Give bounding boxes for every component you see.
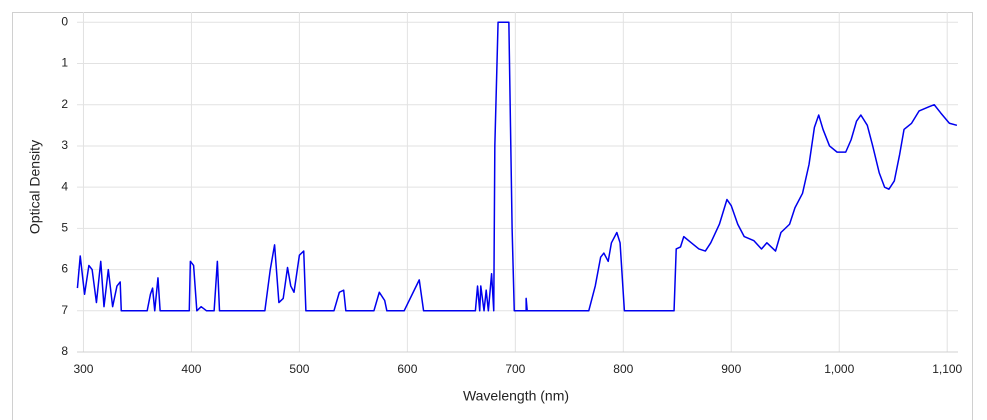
y-tick-label: 6: [61, 262, 68, 276]
y-axis-title: Optical Density: [27, 140, 43, 234]
x-tick-label: 1,000: [824, 362, 854, 376]
y-tick-label: 0: [61, 14, 68, 28]
x-tick-label: 1,100: [932, 362, 962, 376]
x-tick-label: 800: [613, 362, 633, 376]
x-axis-title: Wavelength (nm): [463, 388, 569, 404]
y-tick-label: 5: [61, 221, 68, 235]
y-tick-label: 8: [61, 344, 68, 358]
x-tick-label: 600: [397, 362, 417, 376]
y-tick-label: 7: [61, 303, 68, 317]
y-tick-label: 1: [61, 56, 68, 70]
x-tick-label: 300: [73, 362, 93, 376]
y-tick-label: 2: [61, 97, 68, 111]
x-tick-label: 700: [505, 362, 525, 376]
y-tick-label: 4: [61, 179, 68, 193]
x-tick-label: 500: [289, 362, 309, 376]
chart-frame: [12, 12, 973, 420]
data-line: [76, 21, 958, 312]
y-tick-label: 3: [61, 138, 68, 152]
x-tick-label: 900: [721, 362, 741, 376]
x-tick-label: 400: [181, 362, 201, 376]
